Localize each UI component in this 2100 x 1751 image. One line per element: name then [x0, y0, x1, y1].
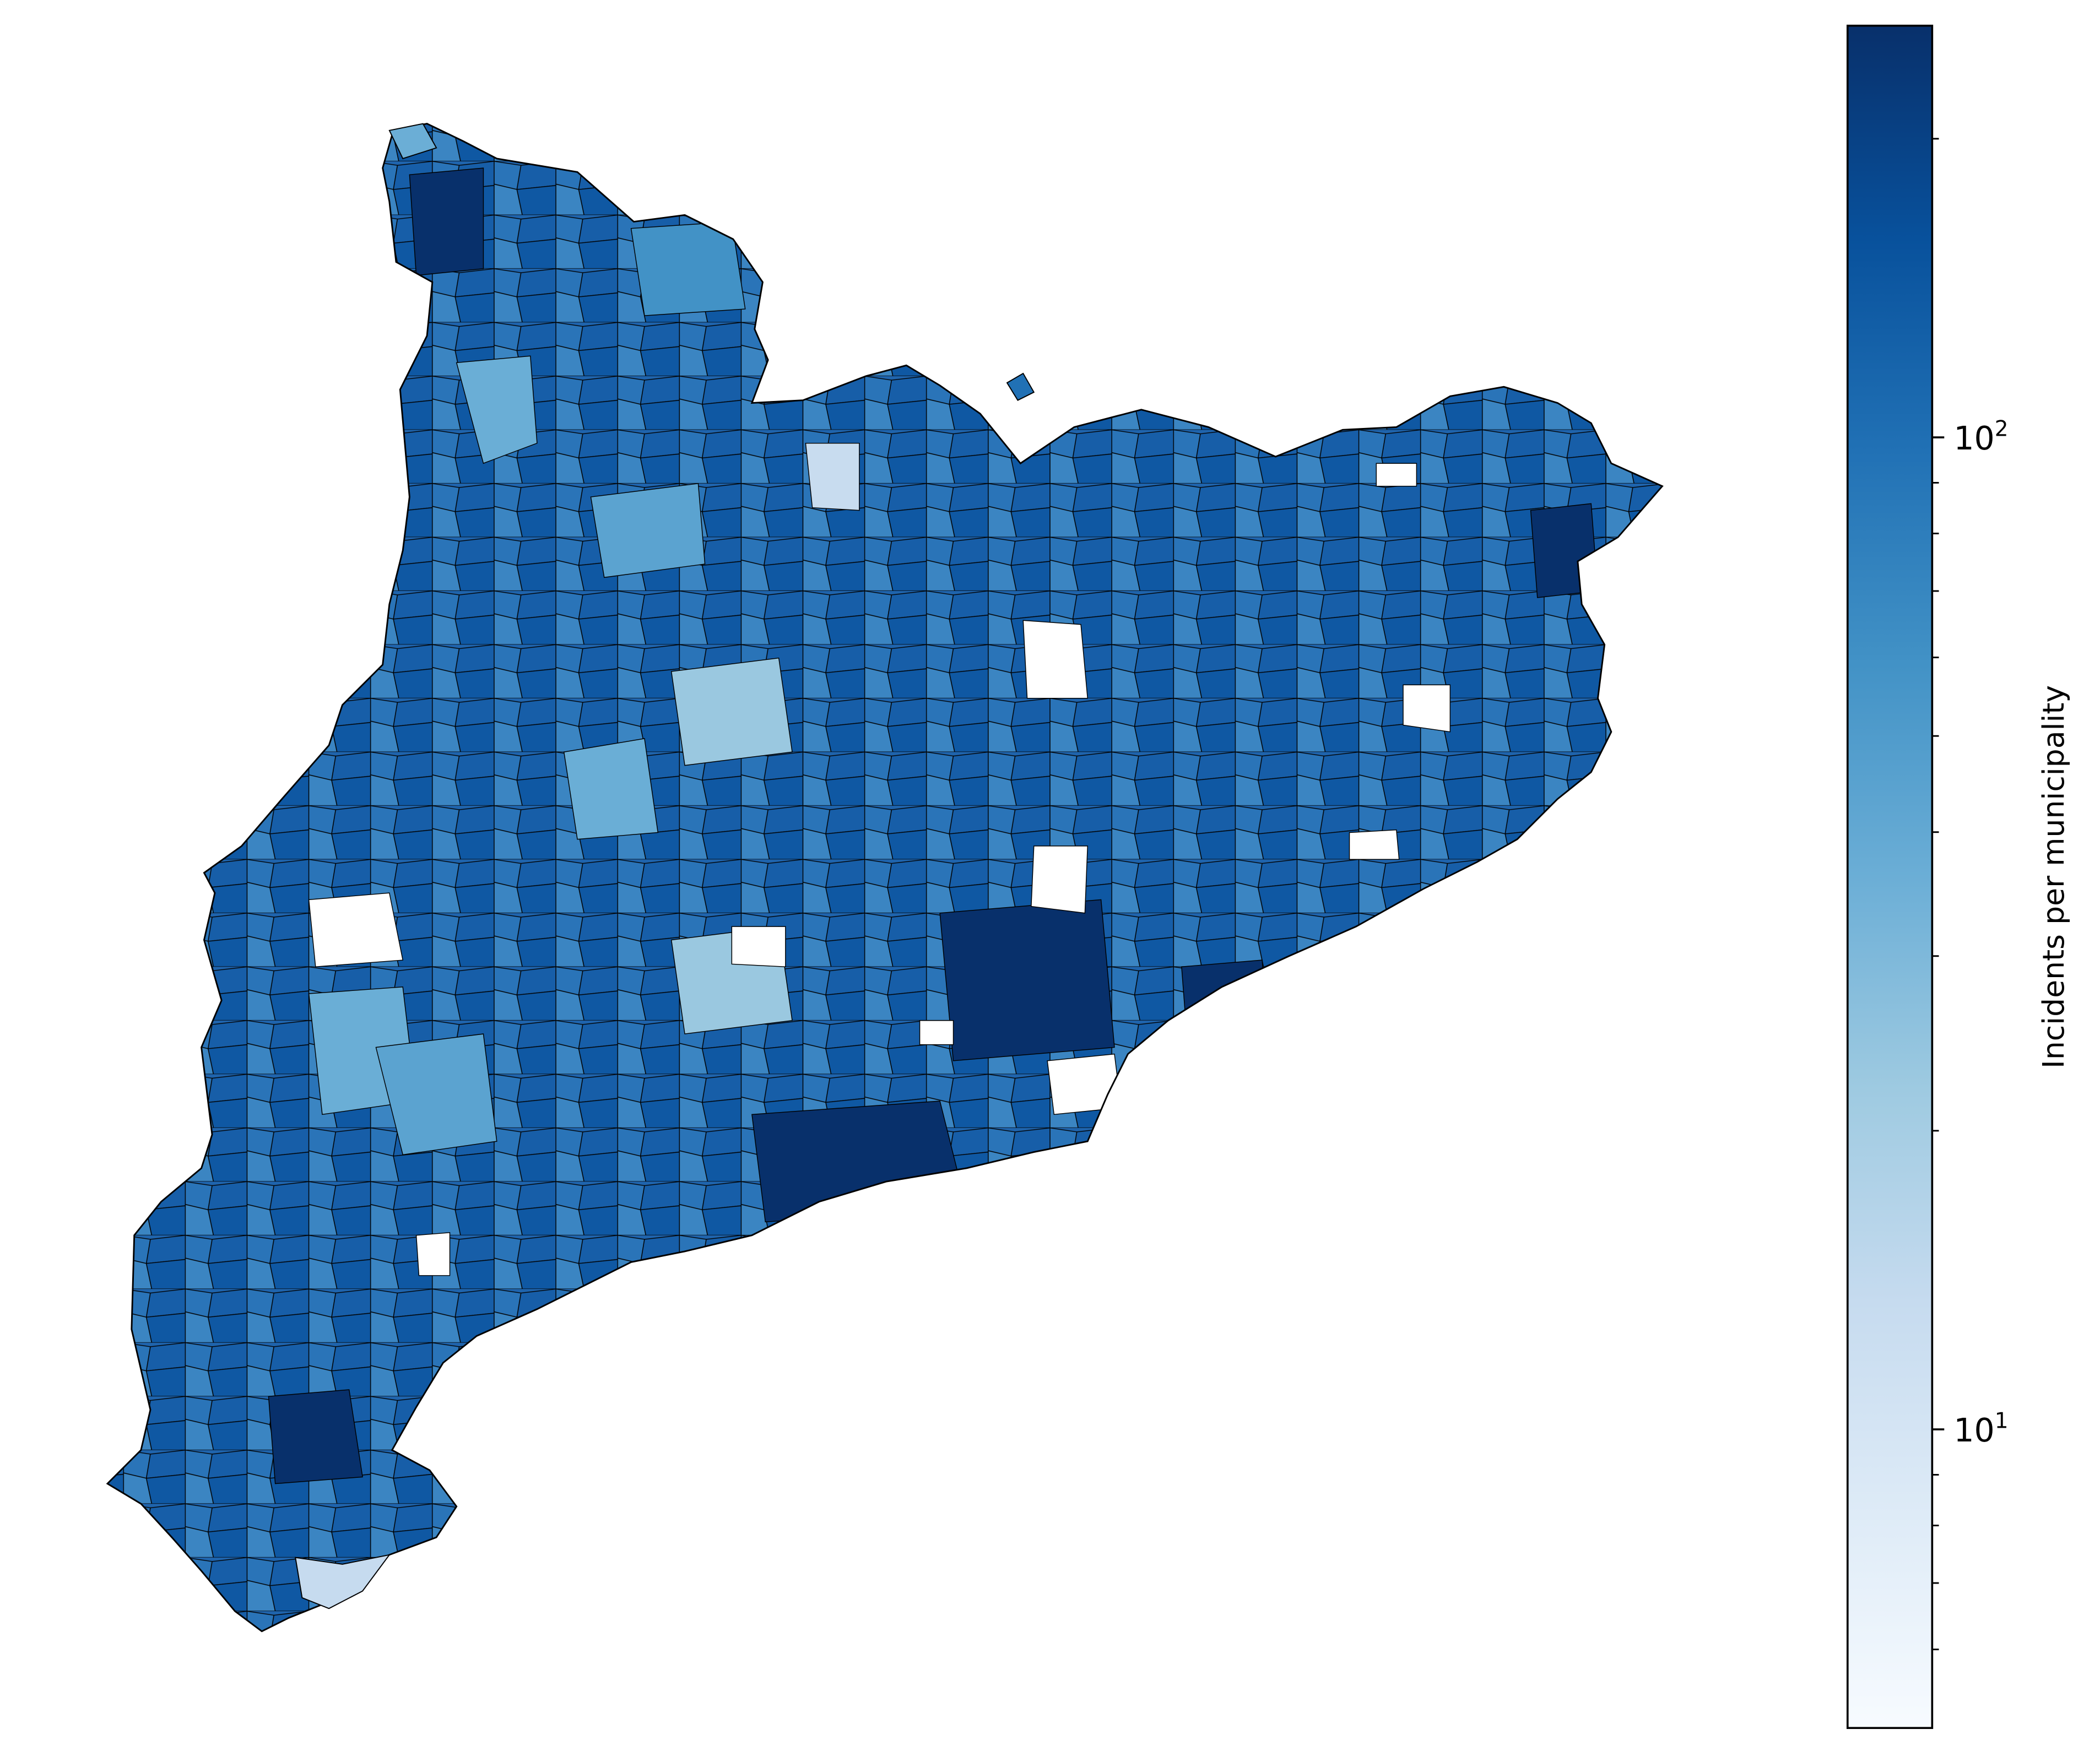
colorbar-tick-label: 101 [1953, 1409, 2008, 1449]
exclave [1006, 372, 1035, 401]
colorbar-ticks: 101 102 [1932, 138, 2009, 1651]
colorbar-tick-label: 102 [1953, 417, 2008, 457]
darker-municipalities [268, 167, 1599, 1484]
region-outline [106, 123, 1664, 1633]
colorbar-label: Incidents per municipality [2036, 685, 2071, 1069]
catalonia-map [106, 123, 1664, 1633]
lighter-municipalities [308, 221, 860, 1156]
colorbar-gradient [1846, 24, 1934, 1730]
colorbar: 101 102 Incidents per municipality [1846, 24, 2071, 1730]
delta-spit [295, 1554, 391, 1609]
aran-tip [388, 123, 437, 160]
no-data-gaps [308, 463, 1451, 1276]
